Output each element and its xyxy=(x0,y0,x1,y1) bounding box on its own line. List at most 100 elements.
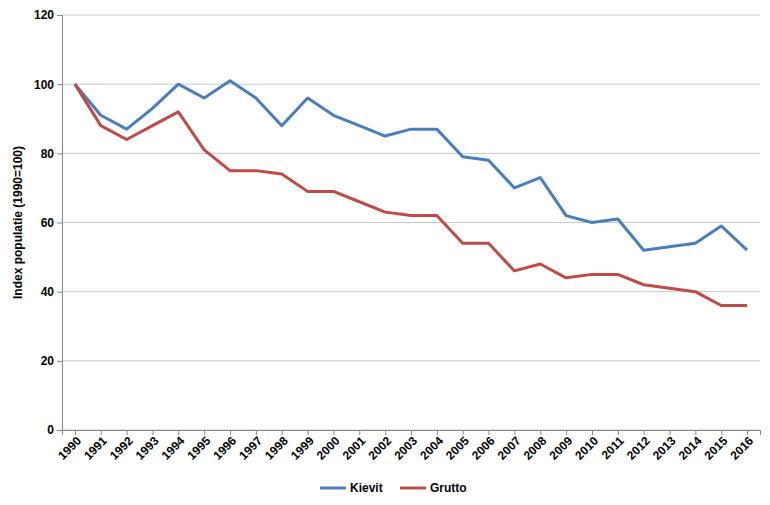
x-tick: 1996 xyxy=(210,430,239,463)
y-tick-label: 120 xyxy=(34,8,54,22)
y-axis-title: Index populatie (1990=100) xyxy=(11,146,25,299)
y-tick: 100 xyxy=(34,78,62,92)
x-tick-mark xyxy=(75,430,76,435)
x-tick: 2000 xyxy=(314,430,343,463)
series-line xyxy=(75,81,747,250)
x-tick-mark xyxy=(359,430,360,435)
chart: 0204060801001201990199119921993199419951… xyxy=(0,0,770,505)
legend-swatch xyxy=(320,487,346,490)
legend-label: Grutto xyxy=(430,481,467,495)
y-tick-label: 40 xyxy=(41,285,55,299)
y-axis-line xyxy=(57,16,63,431)
x-tick-mark xyxy=(670,430,671,435)
x-tick-label: 1993 xyxy=(133,434,162,463)
x-tick-label: 1996 xyxy=(210,434,239,463)
y-tick: 120 xyxy=(34,8,62,22)
x-tick: 1990 xyxy=(55,430,84,463)
x-tick-mark xyxy=(514,430,515,435)
grid-line xyxy=(62,84,760,85)
x-tick-label: 2012 xyxy=(624,434,653,463)
x-tick-mark xyxy=(592,430,593,435)
y-tick-label: 80 xyxy=(41,147,55,161)
x-tick: 1995 xyxy=(185,430,214,463)
x-tick-label: 1994 xyxy=(159,434,188,463)
y-tick-mark xyxy=(57,153,62,154)
x-tick-label: 2006 xyxy=(469,434,498,463)
x-tick: 2001 xyxy=(340,430,369,463)
x-tick-mark xyxy=(566,430,567,435)
x-tick-label: 1997 xyxy=(236,434,265,463)
legend: KievitGrutto xyxy=(320,481,467,495)
x-tick: 2013 xyxy=(650,430,679,463)
x-tick: 1998 xyxy=(262,430,291,463)
x-tick-mark xyxy=(463,430,464,435)
x-tick-mark xyxy=(644,430,645,435)
x-tick-label: 1995 xyxy=(185,434,214,463)
y-tick-label: 20 xyxy=(41,354,55,368)
x-tick-label: 2014 xyxy=(676,434,705,463)
y-tick-mark xyxy=(57,15,62,16)
x-tick: 2003 xyxy=(391,430,420,463)
x-tick: 2016 xyxy=(727,430,756,463)
x-tick: 2005 xyxy=(443,430,472,463)
x-tick-label: 2001 xyxy=(340,434,369,463)
x-tick-label: 1992 xyxy=(107,434,136,463)
y-tick-label: 60 xyxy=(41,216,55,230)
x-tick-label: 2016 xyxy=(727,434,756,463)
y-tick-mark xyxy=(57,430,62,431)
x-tick: 2004 xyxy=(417,430,446,463)
x-tick-label: 2002 xyxy=(365,434,394,463)
x-axis: 1990199119921993199419951996199719981999… xyxy=(55,430,760,463)
x-tick: 2010 xyxy=(572,430,601,463)
x-tick: 2011 xyxy=(599,430,628,462)
x-tick: 2009 xyxy=(546,430,575,463)
x-tick-label: 2015 xyxy=(702,434,731,463)
y-tick-mark xyxy=(57,361,62,362)
x-tick: 2002 xyxy=(365,430,394,463)
x-tick-label: 2004 xyxy=(417,434,446,463)
x-tick-mark xyxy=(489,430,490,435)
x-tick-mark xyxy=(437,430,438,435)
x-tick-label: 1998 xyxy=(262,434,291,463)
x-tick: 2008 xyxy=(521,430,550,463)
grid-line xyxy=(62,222,760,223)
x-tick-label: 2009 xyxy=(546,434,575,463)
x-tick: 2007 xyxy=(495,430,524,463)
x-tick: 2012 xyxy=(624,430,653,463)
grid-line xyxy=(62,291,760,292)
x-tick-label: 2011 xyxy=(599,434,628,463)
x-tick: 2015 xyxy=(702,430,731,463)
x-tick: 1991 xyxy=(81,430,110,463)
x-tick-mark xyxy=(152,430,153,435)
x-tick: 1993 xyxy=(133,430,162,463)
grid-line xyxy=(62,15,760,16)
x-tick: 2006 xyxy=(469,430,498,463)
x-tick: 1994 xyxy=(159,430,188,463)
x-tick-label: 2007 xyxy=(495,434,524,463)
x-tick-mark xyxy=(721,430,722,435)
x-tick-label: 2013 xyxy=(650,434,679,463)
x-tick-mark xyxy=(385,430,386,435)
x-tick-mark xyxy=(695,430,696,435)
x-tick: 1999 xyxy=(288,430,317,463)
grid-line xyxy=(62,360,760,361)
series-line xyxy=(75,84,747,305)
y-tick: 60 xyxy=(41,216,62,230)
y-tick-mark xyxy=(57,223,62,224)
y-tick: 0 xyxy=(47,423,62,437)
x-tick-mark xyxy=(256,430,257,435)
x-tick: 1997 xyxy=(236,430,265,463)
x-tick: 1992 xyxy=(107,430,136,463)
x-tick-label: 2010 xyxy=(572,434,601,463)
x-tick: 2014 xyxy=(676,430,705,463)
x-tick-mark xyxy=(127,430,128,435)
grid xyxy=(62,15,760,430)
y-tick: 40 xyxy=(41,285,62,299)
y-tick: 20 xyxy=(41,354,62,368)
y-tick-mark xyxy=(57,84,62,85)
x-tick-label: 2005 xyxy=(443,434,472,463)
x-tick-mark xyxy=(101,430,102,435)
y-tick: 80 xyxy=(41,147,62,161)
y-tick-label: 0 xyxy=(47,423,54,437)
y-tick-label: 100 xyxy=(34,78,54,92)
